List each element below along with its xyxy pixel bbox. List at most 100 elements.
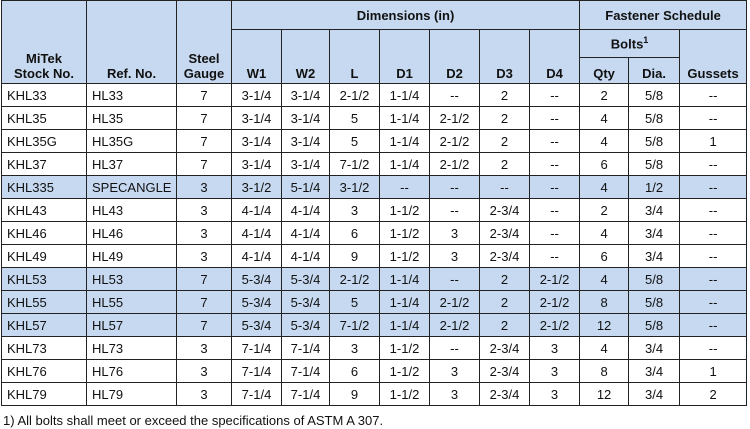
table-cell: 2 [579, 198, 630, 222]
table-row: KHL35 HL35 7 3-1/4 3-1/4 5 1-1/4 2-1/2 2 -- 4 5/8 -- [1, 106, 748, 130]
table-cell: 6 [329, 221, 380, 245]
table-cell: 5/8 [628, 106, 681, 130]
table-cell: KHL46 [1, 221, 87, 245]
table-row: KHL37 HL37 7 3-1/4 3-1/4 7-1/2 1-1/4 2-1/2 2 -- 6 5… [1, 152, 748, 176]
table-cell: 4-1/4 [231, 221, 282, 245]
table-cell: 4 [579, 267, 630, 291]
table-cell: 1-1/4 [379, 267, 430, 291]
table-row: KHL73 HL73 3 7-1/4 7-1/4 3 1-1/2 -- 2-3/4 3 4 3/4 -- [1, 336, 748, 360]
header-text: Stock No. [14, 66, 74, 81]
table-cell: 3/4 [628, 359, 681, 383]
table-cell: -- [429, 267, 480, 291]
table-cell: KHL37 [1, 152, 87, 176]
table-row: KHL35G HL35G 7 3-1/4 3-1/4 5 1-1/4 2-1/2 2 -- 4 5/8… [1, 129, 748, 153]
table-cell: 12 [579, 382, 630, 406]
table-cell: 5/8 [628, 267, 681, 291]
header-cell: D3 [479, 29, 530, 84]
table-cell: 5-1/4 [281, 175, 330, 199]
table-cell: HL76 [86, 359, 177, 383]
table-cell: 5-3/4 [281, 290, 330, 314]
table-cell: 9 [329, 244, 380, 268]
table-cell: -- [429, 198, 480, 222]
header-cell: W2 [281, 29, 330, 84]
table-cell: -- [679, 198, 748, 222]
table-row: KHL33 HL33 7 3-1/4 3-1/4 2-1/2 1-1/4 -- 2 -- 2 5/8-… [1, 83, 748, 107]
table-cell: HL35 [86, 106, 177, 130]
table-cell: 1 [679, 359, 748, 383]
table-cell: 5-3/4 [281, 313, 330, 337]
table-cell: 8 [579, 290, 630, 314]
table-cell: 4-1/4 [231, 244, 282, 268]
table-cell: 2-1/2 [429, 313, 480, 337]
table-cell: 1-1/2 [379, 244, 430, 268]
table-cell: HL79 [86, 382, 177, 406]
table-cell: 2 [479, 267, 530, 291]
table-cell: 3-1/4 [281, 83, 330, 107]
table-cell: HL53 [86, 267, 177, 291]
table-cell: 1-1/4 [379, 290, 430, 314]
header-cell: Fastener Schedule [579, 0, 748, 30]
table-cell: HL55 [86, 290, 177, 314]
header-cell: W1 [231, 29, 282, 84]
table-cell: KHL55 [1, 290, 87, 314]
table-cell: -- [679, 221, 748, 245]
table-cell: 3/4 [628, 336, 681, 360]
table-cell: 3-1/4 [231, 129, 282, 153]
table-cell: 2-1/2 [329, 83, 380, 107]
table-cell: 3 [429, 244, 480, 268]
header-cell: Gussets [679, 29, 748, 84]
table-cell: 2-3/4 [479, 244, 530, 268]
table-cell: 3/4 [628, 382, 681, 406]
table-cell: 1-1/4 [379, 83, 430, 107]
table-cell: HL49 [86, 244, 177, 268]
table-cell: 3-1/2 [231, 175, 282, 199]
table-cell: 3 [176, 382, 232, 406]
table-cell: 3 [329, 336, 380, 360]
table-cell: 5/8 [628, 129, 681, 153]
table-cell: KHL33 [1, 83, 87, 107]
table-cell: 2-1/2 [429, 152, 480, 176]
table-cell: 3 [329, 198, 380, 222]
table-cell: -- [528, 244, 581, 268]
table-cell: 7-1/4 [231, 382, 282, 406]
table-cell: KHL49 [1, 244, 87, 268]
table-cell: 3 [528, 382, 581, 406]
table-cell: 2-1/2 [429, 129, 480, 153]
table-cell: 4-1/4 [281, 221, 330, 245]
schedule-table: MiTek Stock No. Ref. No. Steel Gauge Dimen… [1, 0, 748, 406]
header-cell: MiTek Stock No. [1, 0, 87, 84]
table-cell: KHL335 [1, 175, 87, 199]
table-cell: -- [679, 106, 748, 130]
header-cell: Dimensions (in) [230, 0, 581, 30]
header-cell: Bolts1 [579, 29, 681, 58]
table-cell: 3 [176, 221, 232, 245]
table-cell: -- [679, 267, 748, 291]
table-cell: 2-1/2 [329, 267, 380, 291]
header-cell: Steel Gauge [176, 0, 232, 84]
table-cell: -- [679, 152, 748, 176]
table-cell: 1/2 [628, 175, 681, 199]
table-cell: KHL35G [1, 129, 87, 153]
table-cell: 3 [429, 359, 480, 383]
table-cell: -- [379, 175, 430, 199]
table-cell: 3-1/2 [329, 175, 380, 199]
table-cell: 2-3/4 [479, 336, 530, 360]
table-cell: 3/4 [628, 221, 681, 245]
table-cell: 7-1/4 [281, 359, 330, 383]
table-cell: 2-1/2 [528, 290, 581, 314]
table-cell: 5 [329, 290, 380, 314]
table-cell: -- [679, 313, 748, 337]
table-cell: 4-1/4 [231, 198, 282, 222]
header-cell: D1 [379, 29, 430, 84]
table-cell: 7 [176, 267, 232, 291]
table-cell: HL33 [86, 83, 177, 107]
table-cell: 1-1/2 [379, 198, 430, 222]
table-cell: -- [429, 336, 480, 360]
table-cell: 3/4 [628, 244, 681, 268]
table-row: KHL46 HL46 3 4-1/4 4-1/4 6 1-1/2 3 2-3/4 -- 4 3/4 -- [1, 221, 748, 245]
table-cell: 7-1/4 [231, 336, 282, 360]
table-cell: 4 [579, 336, 630, 360]
table-cell: 1-1/2 [379, 221, 430, 245]
table-cell: -- [528, 83, 581, 107]
